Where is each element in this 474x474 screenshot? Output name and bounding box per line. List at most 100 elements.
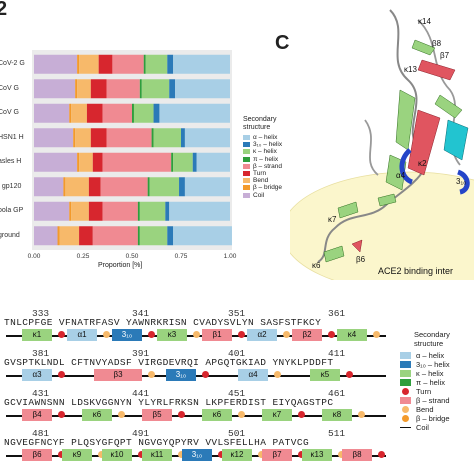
sequence-legend-item: 3₁₀ – helix (400, 360, 474, 369)
bar-segment-2-8 (159, 103, 230, 123)
sequence-turn-dot (178, 451, 185, 458)
y-tick-label: / gp120 (0, 182, 22, 190)
sequence-turn-dot (202, 371, 209, 378)
bar-segment-6-0 (34, 201, 70, 221)
bar-segment-0-0 (34, 54, 78, 74)
sequence-text-row: NGVEGFNCYF PLQSYGFQPT NGVGYQPYRV VVLSFEL… (4, 437, 310, 448)
sequence-position-number: 501 (228, 428, 246, 439)
sequence-element: 3₁₀ (182, 449, 212, 461)
sequence-element: α3 (22, 369, 52, 381)
sequence-position-number: 511 (328, 428, 346, 439)
sequence-position-number: 381 (32, 348, 50, 359)
sequence-legend-swatch (400, 397, 411, 404)
sequence-element: κ9 (62, 449, 92, 461)
sequence-position-number: 391 (132, 348, 150, 359)
x-axis-label: Proportion [%] (98, 262, 143, 269)
sequence-legend-swatch (402, 406, 409, 413)
sequence-turn-dot (103, 331, 110, 338)
sequence-element: β8 (342, 449, 372, 461)
beta8-strand (417, 59, 456, 81)
panel-c-letter: C (275, 32, 290, 54)
sequence-legend-item: κ – helix (400, 369, 474, 378)
sequence-element: κ12 (222, 449, 252, 461)
structure-label-310: 3₁₀ (456, 177, 466, 186)
bar-chart: 0.00 0.25 0.50 0.75 1.00 (28, 50, 237, 260)
sequence-turn-dot (58, 451, 65, 458)
panel-b-letter: 2 (0, 0, 8, 20)
legend-item: β – strand (243, 163, 288, 170)
y-tick-label: ground (0, 231, 20, 239)
sequence-element: 3₁₀ (112, 329, 142, 341)
bar-segment-2-2 (71, 103, 87, 123)
y-tick-label: HSN1 H (0, 133, 24, 141)
bar-segment-7-0 (34, 226, 58, 246)
sequence-legend-item: π – helix (400, 378, 474, 387)
sequence-position-number: 441 (132, 388, 150, 399)
sequence-element: β5 (142, 409, 172, 421)
bar-segment-4-5 (171, 152, 174, 172)
bar-chart-bars (32, 50, 232, 250)
sequence-turn-dot (378, 451, 385, 458)
bar-segment-7-6 (139, 226, 168, 246)
kappa13-helix (395, 89, 416, 151)
legend-item: α – helix (243, 134, 288, 141)
sequence-element: κ10 (102, 449, 132, 461)
legend-swatch (243, 142, 250, 148)
alpha4-helix (399, 148, 414, 185)
bar-segment-4-0 (34, 152, 78, 172)
sequence-element: α2 (247, 329, 277, 341)
y-tick-label: CoV G (0, 84, 20, 92)
bar-segment-1-8 (175, 79, 230, 99)
bar-segment-4-3 (92, 152, 103, 172)
sequence-element: β4 (22, 409, 52, 421)
bar-segment-5-6 (149, 177, 180, 197)
sequence-element: β1 (202, 329, 232, 341)
legend-label: Coil (253, 191, 265, 199)
bar-segment-7-4 (92, 226, 138, 246)
bar-segment-5-7 (179, 177, 185, 197)
sequence-legend-swatch (400, 370, 411, 377)
bar-segment-1-1 (75, 79, 78, 99)
bar-segment-2-5 (132, 103, 134, 123)
bar-segment-0-1 (77, 54, 80, 74)
sequence-legend-label: Turn (416, 387, 432, 396)
bar-segment-6-2 (71, 201, 89, 221)
sequence-position-number: 461 (328, 388, 346, 399)
chart-legend: Secondary structure α – helix 3₁₀ – helix… (243, 116, 288, 199)
sequence-element: κ8 (322, 409, 352, 421)
sequence-element: κ3 (157, 329, 187, 341)
legend-swatch (243, 149, 250, 155)
legend-swatch (243, 192, 250, 198)
bar-segment-5-5 (147, 177, 150, 197)
legend-item: Coil (243, 192, 288, 199)
x-axis: 0.00 0.25 0.50 0.75 1.00 (28, 253, 237, 260)
legend-item: Bend (243, 177, 288, 184)
kappa14-helix (411, 39, 436, 56)
bar-segment-3-5 (151, 128, 154, 148)
sequence-position-number: 451 (228, 388, 246, 399)
sequence-legend-label: β – bridge (416, 414, 450, 423)
y-tick-label: asles H (0, 158, 22, 166)
structure-label-b6: β6 (356, 255, 366, 264)
legend-item: π – helix (243, 156, 288, 163)
legend-label: π – helix (253, 155, 279, 163)
sequence-element: κ13 (302, 449, 332, 461)
chart-legend-title: Secondary structure (243, 116, 277, 131)
bar-segment-2-0 (34, 103, 70, 123)
sequence-legend-swatch (402, 415, 409, 422)
sequence-element: κ6 (202, 409, 232, 421)
sequence-legend-title: Secondary structure (414, 330, 450, 348)
sequence-turn-dot (118, 411, 125, 418)
sequence-legend-item: Bend (400, 405, 474, 414)
sequence-turn-dot (258, 451, 265, 458)
sequence-turn-dot (148, 371, 155, 378)
legend-swatch (243, 156, 250, 162)
sequence-legend-label: 3₁₀ – helix (416, 360, 450, 369)
sequence-legend-item: β – bridge (400, 414, 474, 423)
sequence-turn-dot (328, 331, 335, 338)
bar-segment-5-3 (88, 177, 101, 197)
kappa7-helix (337, 201, 359, 219)
bar-segment-2-1 (69, 103, 72, 123)
sequence-text-row: TNLCPFGE VFNATRFASV YAWNRKRISN CVADYSVLY… (4, 317, 322, 328)
bar-segment-5-8 (184, 177, 230, 197)
